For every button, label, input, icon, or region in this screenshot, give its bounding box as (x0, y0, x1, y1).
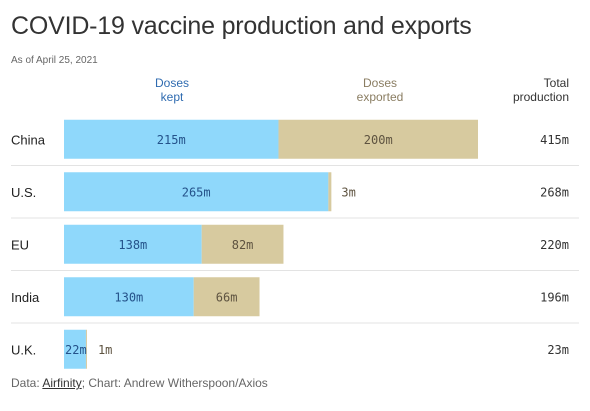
row-label: China (11, 132, 46, 147)
bar-label-exported: 66m (216, 290, 238, 304)
bar-label-kept: 130m (114, 290, 143, 304)
bar-exported (328, 172, 331, 211)
row-label: India (11, 290, 40, 305)
bar-label-exported: 82m (232, 238, 254, 252)
bar-label-kept: 265m (182, 185, 211, 199)
source-suffix: ; Chart: Andrew Witherspoon/Axios (82, 376, 268, 390)
total-label: 415m (540, 133, 569, 147)
total-label: 268m (540, 185, 569, 199)
total-label: 23m (547, 343, 569, 357)
row-label: U.K. (11, 342, 36, 357)
total-label: 220m (540, 238, 569, 252)
source-link[interactable]: Airfinity (42, 376, 81, 390)
bar-label-exported: 3m (341, 185, 355, 199)
bar-label-exported: 1m (98, 343, 112, 357)
bar-label-exported: 200m (364, 133, 393, 147)
row-label: U.S. (11, 185, 36, 200)
bar-label-kept: 215m (157, 133, 186, 147)
source-note: Data: Airfinity; Chart: Andrew Witherspo… (11, 376, 268, 390)
source-prefix: Data: (11, 376, 42, 390)
row-label: EU (11, 237, 29, 252)
total-label: 196m (540, 290, 569, 304)
bar-label-kept: 22m (65, 343, 87, 357)
bar-label-kept: 138m (118, 238, 147, 252)
